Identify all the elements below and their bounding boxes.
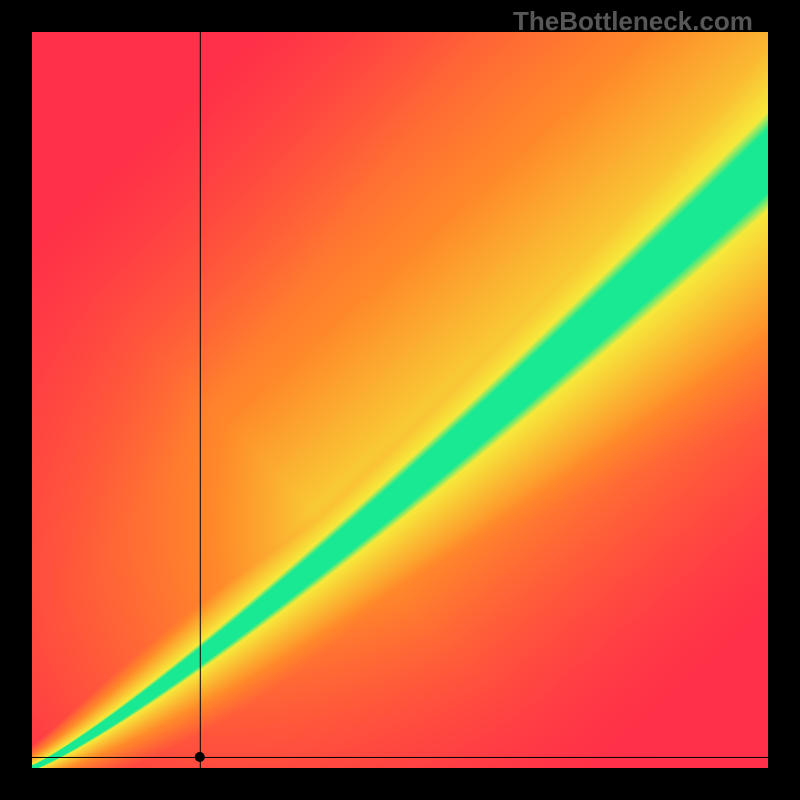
watermark: TheBottleneck.com <box>513 6 753 37</box>
heatmap-container: TheBottleneck.com <box>0 0 800 800</box>
bottleneck-heatmap <box>0 0 800 800</box>
